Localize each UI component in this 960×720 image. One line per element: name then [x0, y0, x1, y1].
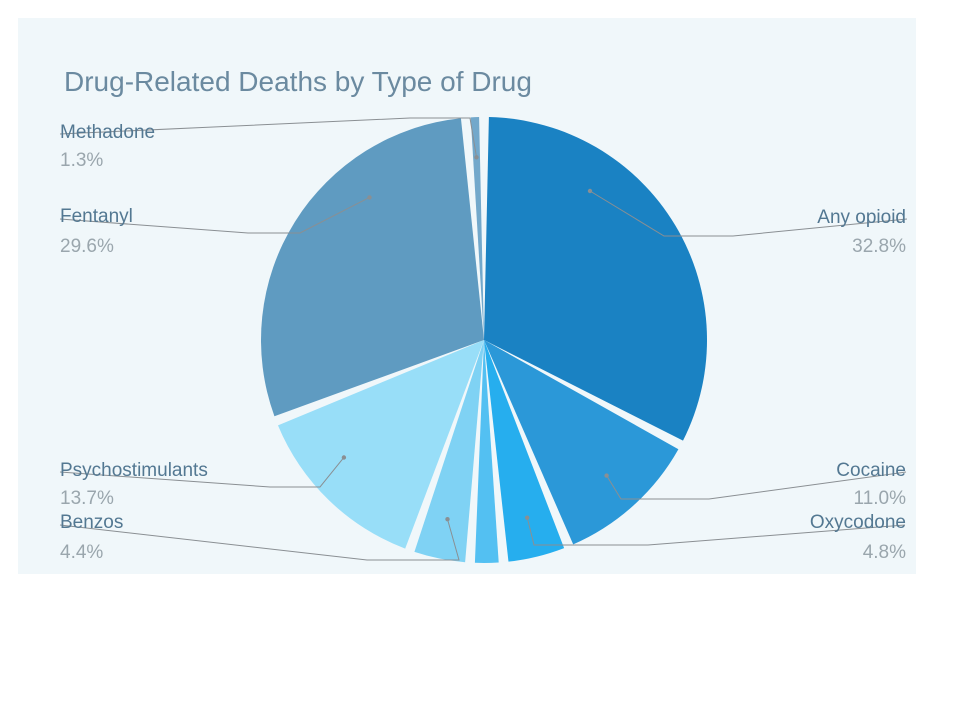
chart-panel: Drug-Related Deaths by Type of Drug Any …	[18, 18, 916, 574]
slice-label: Any opioid	[817, 207, 906, 229]
slice-label: Oxycodone	[810, 512, 906, 534]
chart-title: Drug-Related Deaths by Type of Drug	[64, 66, 532, 98]
slice-label: Fentanyl	[60, 206, 133, 228]
slice-value: 11.0%	[854, 488, 906, 510]
pie-chart	[18, 18, 916, 574]
slice-label: Methadone	[60, 122, 155, 144]
slice-value: 1.3%	[60, 150, 103, 172]
leader-anchor-dot	[367, 195, 371, 199]
slice-value: 4.4%	[60, 542, 103, 564]
slice-value: 32.8%	[852, 236, 906, 258]
slice-value: 13.7%	[60, 488, 114, 510]
slice-value: 4.8%	[863, 542, 906, 564]
slice-label: Cocaine	[836, 460, 906, 482]
slice-value: 29.6%	[60, 236, 114, 258]
slice-label: Psychostimulants	[60, 460, 208, 482]
slice-label: Benzos	[60, 512, 123, 534]
